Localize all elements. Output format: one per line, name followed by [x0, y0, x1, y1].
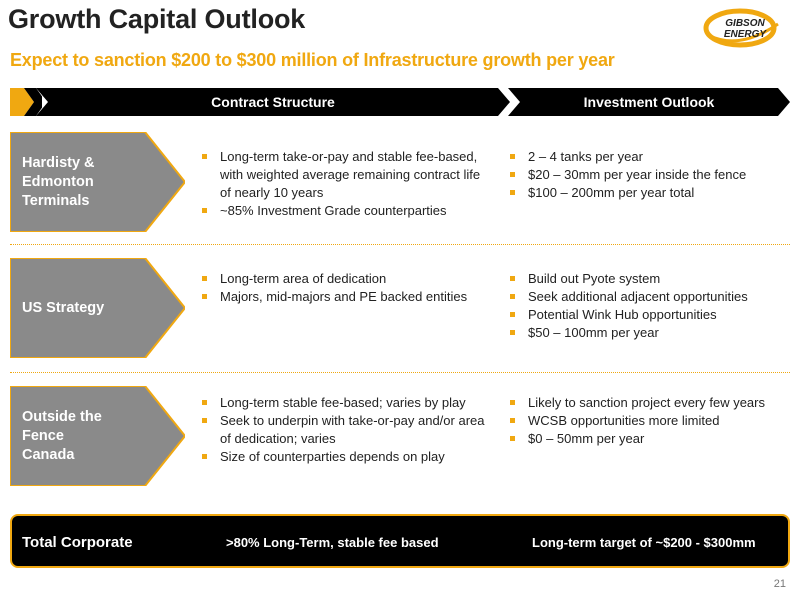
page-subtitle: Expect to sanction $200 to $300 million … — [10, 50, 615, 70]
page-number: 21 — [773, 578, 786, 590]
row-divider — [10, 244, 790, 245]
list-item: Long-term take-or-pay and stable fee-bas… — [198, 148, 483, 202]
investment-list-hardisty: 2 – 4 tanks per year $20 – 30mm per year… — [506, 148, 786, 202]
list-item: Long-term stable fee-based; varies by pl… — [198, 394, 498, 412]
list-item: Majors, mid-majors and PE backed entitie… — [198, 288, 483, 306]
row-label-text: Hardisty & Edmonton Terminals — [22, 132, 152, 232]
list-item: Seek additional adjacent opportunities — [506, 288, 786, 306]
list-item: 2 – 4 tanks per year — [506, 148, 786, 166]
list-item: WCSB opportunities more limited — [506, 412, 776, 430]
list-item: Likely to sanction project every few yea… — [506, 394, 776, 412]
gibson-energy-logo: GIBSON ENERGY — [700, 6, 790, 50]
list-item: $0 – 50mm per year — [506, 430, 776, 448]
investment-list-outside-fence: Likely to sanction project every few yea… — [506, 394, 776, 448]
row-label-line: Hardisty & — [22, 154, 95, 171]
row-divider — [10, 372, 790, 373]
investment-outlook-label: Investment Outlook — [583, 94, 715, 110]
row-label-text: US Strategy — [22, 258, 152, 358]
contract-structure-label: Contract Structure — [211, 94, 335, 110]
list-item: Size of counterparties depends on play — [198, 448, 498, 466]
list-item: $50 – 100mm per year — [506, 324, 786, 342]
list-item: Build out Pyote system — [506, 270, 786, 288]
row-label-hardisty: Hardisty & Edmonton Terminals — [10, 132, 185, 232]
row-label-us-strategy: US Strategy — [10, 258, 185, 358]
row-label-line: Edmonton — [22, 173, 94, 190]
investment-list-us-strategy: Build out Pyote system Seek additional a… — [506, 270, 786, 342]
investment-outlook-header: Investment Outlook — [508, 88, 790, 116]
list-item: $100 – 200mm per year total — [506, 184, 786, 202]
contract-list-hardisty: Long-term take-or-pay and stable fee-bas… — [198, 148, 483, 220]
logo-text-line1: GIBSON — [725, 18, 765, 29]
header-accent-chevron — [10, 88, 46, 116]
list-item: $20 – 30mm per year inside the fence — [506, 166, 786, 184]
row-label-line: US Strategy — [22, 299, 105, 316]
list-item: Seek to underpin with take-or-pay and/or… — [198, 412, 498, 448]
contract-list-outside-fence: Long-term stable fee-based; varies by pl… — [198, 394, 498, 466]
total-corporate-bar: Total Corporate >80% Long-Term, stable f… — [10, 514, 790, 568]
list-item: Long-term area of dedication — [198, 270, 483, 288]
logo-text-line2: ENERGY — [724, 29, 768, 40]
swoosh-logo-icon: GIBSON ENERGY — [703, 8, 779, 48]
total-corporate-label: Total Corporate — [22, 534, 133, 551]
list-item: Potential Wink Hub opportunities — [506, 306, 786, 324]
list-item: ~85% Investment Grade counterparties — [198, 202, 483, 220]
row-label-line: Fence — [22, 427, 64, 444]
row-label-line: Canada — [22, 446, 75, 463]
row-label-text: Outside the Fence Canada — [22, 386, 152, 486]
row-label-outside-fence: Outside the Fence Canada — [10, 386, 185, 486]
row-label-line: Terminals — [22, 192, 90, 209]
total-investment-text: Long-term target of ~$200 - $300mm — [532, 535, 756, 550]
total-contract-text: >80% Long-Term, stable fee based — [226, 535, 439, 550]
row-label-line: Outside the — [22, 408, 102, 425]
contract-structure-header: Contract Structure — [36, 88, 510, 116]
contract-list-us-strategy: Long-term area of dedication Majors, mid… — [198, 270, 483, 306]
page-title: Growth Capital Outlook — [8, 4, 306, 34]
